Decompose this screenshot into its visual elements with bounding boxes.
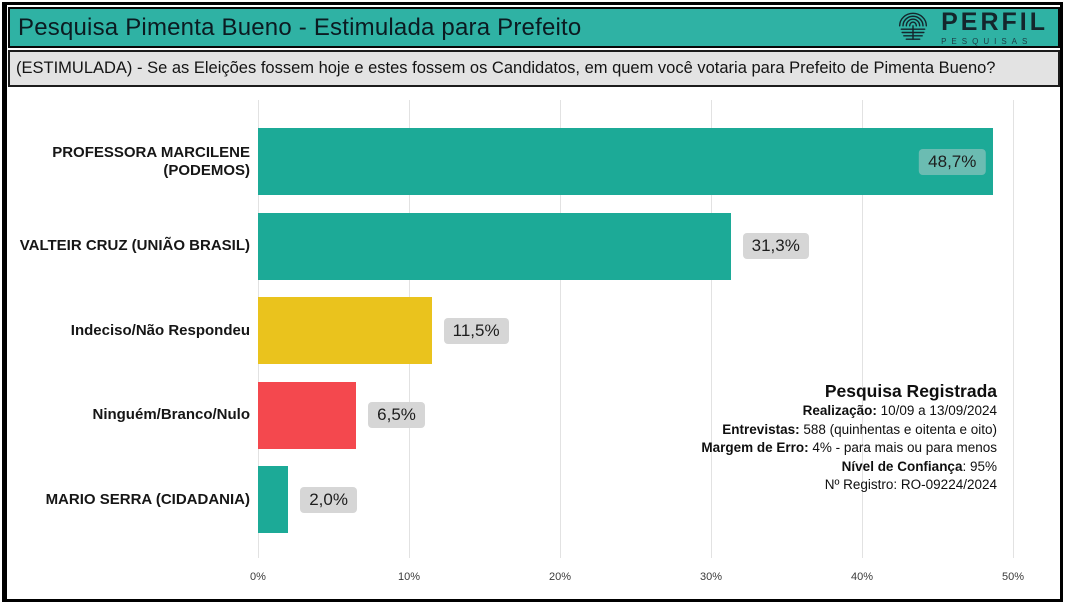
bar-category-label: PROFESSORA MARCILENE (PODEMOS) bbox=[52, 144, 250, 179]
x-tick-label: 50% bbox=[1001, 571, 1025, 583]
registration-title: Pesquisa Registrada bbox=[824, 381, 997, 401]
fingerprint-icon bbox=[893, 5, 933, 50]
registration-info: Pesquisa Registrada Realização: 10/09 a … bbox=[701, 381, 997, 495]
question-text: (ESTIMULADA) - Se as Eleições fossem hoj… bbox=[16, 59, 996, 77]
question-bar: (ESTIMULADA) - Se as Eleições fossem hoj… bbox=[8, 50, 1060, 87]
logo-wordmark: PERFIL PESQUISAS bbox=[941, 7, 1048, 46]
gridline bbox=[711, 100, 712, 558]
x-tick-label: 30% bbox=[699, 571, 723, 583]
perfil-logo: PERFIL PESQUISAS bbox=[893, 5, 1048, 50]
page-title: Pesquisa Pimenta Bueno - Estimulada para… bbox=[18, 13, 582, 41]
gridline bbox=[862, 100, 863, 558]
bar bbox=[258, 466, 289, 533]
title-bar: Pesquisa Pimenta Bueno - Estimulada para… bbox=[8, 7, 1060, 48]
value-badge: 48,7% bbox=[919, 148, 986, 175]
value-badge: 6,5% bbox=[368, 402, 425, 428]
gridline bbox=[560, 100, 561, 558]
bar bbox=[258, 297, 432, 364]
registration-line: Nível de Confiança: 95% bbox=[841, 458, 997, 474]
x-tick-label: 0% bbox=[250, 571, 266, 583]
value-badge: 31,3% bbox=[742, 233, 809, 259]
registration-line: Nº Registro: RO-09224/2024 bbox=[824, 477, 997, 492]
x-tick-label: 20% bbox=[548, 571, 572, 583]
registration-line: Entrevistas: 588 (quinhentas e oitenta e… bbox=[722, 421, 997, 437]
bar bbox=[258, 381, 357, 449]
gridline bbox=[1013, 100, 1014, 558]
brand-name: PERFIL bbox=[941, 7, 1048, 36]
bar-category-label: Indeciso/Não Respondeu bbox=[70, 321, 250, 339]
bar-category-label: MARIO SERRA (CIDADANIA) bbox=[45, 490, 250, 508]
value-badge: 11,5% bbox=[443, 317, 509, 344]
bar-category-label: Ninguém/Branco/Nulo bbox=[92, 406, 250, 424]
poll-bar-chart: 0% 10% 20% 30% 40% 50% PROFESSORA MARCILENE (P… bbox=[19, 100, 1025, 583]
bar bbox=[258, 212, 731, 280]
x-tick-label: 10% bbox=[397, 571, 421, 583]
bar bbox=[258, 128, 994, 195]
x-tick-label: 40% bbox=[850, 571, 874, 583]
value-badge: 2,0% bbox=[300, 486, 357, 513]
bar-category-label: VALTEIR CRUZ (UNIÃO BRASIL) bbox=[19, 237, 250, 255]
registration-line: Margem de Erro: 4% - para mais ou para m… bbox=[701, 440, 997, 455]
brand-tagline: PESQUISAS bbox=[941, 36, 1033, 46]
registration-line: Realização: 10/09 a 13/09/2024 bbox=[802, 403, 997, 418]
